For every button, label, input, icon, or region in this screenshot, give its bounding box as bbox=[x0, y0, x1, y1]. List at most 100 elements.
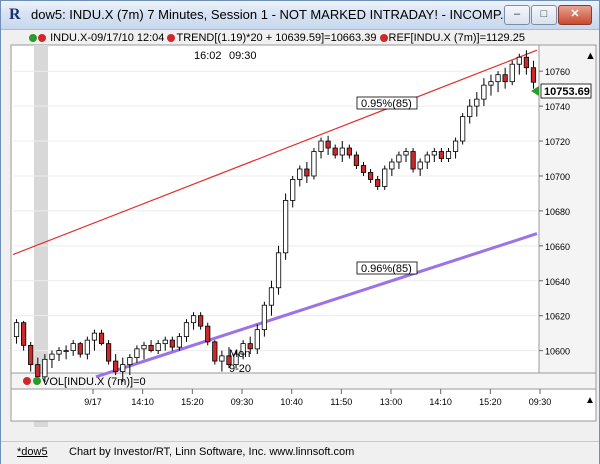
chart-tab[interactable]: *dow5 bbox=[17, 446, 48, 458]
maximize-button[interactable]: □ bbox=[531, 5, 557, 25]
candle bbox=[297, 168, 303, 180]
x-tick-label: 9/17 bbox=[84, 397, 102, 407]
x-tick-label: 09:30 bbox=[529, 397, 552, 407]
y-tick-label: 10720 bbox=[545, 137, 570, 147]
y-tick-label: 10740 bbox=[545, 102, 570, 112]
session-band bbox=[34, 45, 48, 427]
lower-channel-label: 0.96%(85) bbox=[361, 263, 412, 275]
candle bbox=[424, 154, 430, 163]
red-status-icon[interactable] bbox=[38, 34, 46, 42]
vol-green-icon[interactable] bbox=[33, 377, 41, 385]
top-time-label-1: 16:02 bbox=[194, 50, 222, 62]
minimize-button[interactable]: – bbox=[504, 5, 530, 25]
candle bbox=[481, 84, 487, 100]
candle bbox=[353, 154, 360, 166]
candle bbox=[375, 179, 381, 187]
scroll-up-icon[interactable]: ▲ bbox=[585, 50, 596, 62]
y-axis-labels: 10600 10620 10640 10660 10680 10700 10720 10740… bbox=[539, 67, 570, 357]
trend-status-icon[interactable] bbox=[167, 34, 176, 42]
y-tick-label: 10660 bbox=[545, 242, 570, 252]
scroll-down-icon[interactable]: ▲ bbox=[585, 395, 595, 406]
candle bbox=[28, 344, 34, 365]
candle bbox=[474, 98, 480, 107]
candle bbox=[290, 179, 296, 201]
trend-label: TREND[(1.19)*20 + 10639.59]=10663.39 bbox=[176, 32, 377, 44]
y-tick-label: 10680 bbox=[545, 207, 570, 217]
candle bbox=[233, 353, 239, 365]
candle bbox=[403, 151, 409, 156]
x-axis-area bbox=[10, 388, 597, 422]
candle bbox=[382, 168, 388, 187]
x-tick-label: 10:40 bbox=[280, 397, 303, 407]
candle bbox=[283, 200, 289, 254]
green-status-icon[interactable] bbox=[29, 34, 37, 42]
app-logo-icon: R bbox=[9, 6, 21, 23]
candle bbox=[205, 325, 211, 343]
x-tick-label: 14:10 bbox=[429, 397, 452, 407]
ref-label: REF[INDU.X (7m)]=1129.25 bbox=[388, 32, 525, 44]
candle bbox=[530, 67, 537, 83]
candle bbox=[516, 56, 522, 65]
close-button[interactable]: ✕ bbox=[558, 5, 592, 25]
candle bbox=[304, 168, 310, 177]
candle bbox=[219, 355, 225, 362]
candle bbox=[325, 140, 331, 149]
candle bbox=[389, 161, 395, 170]
candle bbox=[13, 322, 20, 338]
last-price-label: 10753.69 bbox=[544, 86, 590, 98]
candle bbox=[339, 147, 345, 156]
candle bbox=[360, 165, 367, 173]
candle bbox=[488, 81, 494, 86]
credit-text: Chart by Investor/RT, Linn Software, Inc… bbox=[69, 446, 355, 458]
last-price-box bbox=[540, 83, 592, 99]
y-tick-label: 10760 bbox=[545, 67, 570, 77]
indicator-header: INDU.X-09/17/10 12:04 TREND[(1.19)*20 + … bbox=[29, 32, 525, 46]
price-chart[interactable]: 10600 10620 10640 10660 10680 10700 10720 10740… bbox=[1, 31, 599, 439]
grid bbox=[13, 70, 537, 352]
datetime-label: INDU.X-09/17/10 12:04 bbox=[50, 32, 165, 44]
candle bbox=[176, 336, 183, 348]
candle bbox=[91, 332, 98, 341]
y-tick-label: 10600 bbox=[545, 347, 570, 357]
candle bbox=[254, 329, 260, 350]
candle bbox=[21, 322, 27, 346]
y-tick-label: 10640 bbox=[545, 277, 570, 287]
candle bbox=[467, 105, 473, 117]
candle bbox=[84, 339, 90, 355]
window-title: dow5: INDU.X (7m) 7 Minutes, Session 1 -… bbox=[31, 7, 511, 22]
candle bbox=[190, 315, 197, 324]
candle bbox=[311, 151, 317, 177]
candle bbox=[70, 343, 76, 352]
candle bbox=[127, 357, 133, 365]
vol-red-icon[interactable] bbox=[23, 377, 31, 385]
y-tick-label: 10620 bbox=[545, 312, 570, 322]
x-axis-labels: 9/17 14:10 15:20 09:30 10:40 11:50 13:00 14:10 1… bbox=[84, 389, 551, 407]
title-bar[interactable]: R dow5: INDU.X (7m) 7 Minutes, Session 1… bbox=[1, 1, 599, 30]
ref-status-icon[interactable] bbox=[379, 34, 388, 42]
trend-line[interactable] bbox=[12, 49, 538, 256]
candle bbox=[56, 350, 62, 355]
candle bbox=[332, 147, 338, 156]
candle bbox=[410, 151, 416, 170]
candle bbox=[261, 304, 267, 331]
candle bbox=[77, 343, 83, 355]
candle bbox=[495, 74, 501, 83]
candle bbox=[452, 140, 459, 152]
x-tick-label: 11:50 bbox=[330, 397, 352, 407]
candle bbox=[120, 364, 126, 372]
candle bbox=[134, 348, 140, 358]
y-axis-area bbox=[538, 44, 597, 404]
candle bbox=[318, 140, 324, 152]
candle bbox=[148, 344, 154, 352]
candle bbox=[502, 74, 508, 83]
candle bbox=[98, 332, 105, 345]
channel-line[interactable] bbox=[95, 232, 538, 379]
candle bbox=[169, 339, 175, 348]
vol-label: VOL[INDU.X (7m)]=0 bbox=[42, 376, 146, 388]
candle bbox=[268, 287, 275, 306]
candle bbox=[113, 360, 119, 372]
candle bbox=[396, 154, 402, 163]
candle bbox=[275, 252, 282, 289]
upper-channel-label: 0.95%(85) bbox=[361, 98, 412, 110]
